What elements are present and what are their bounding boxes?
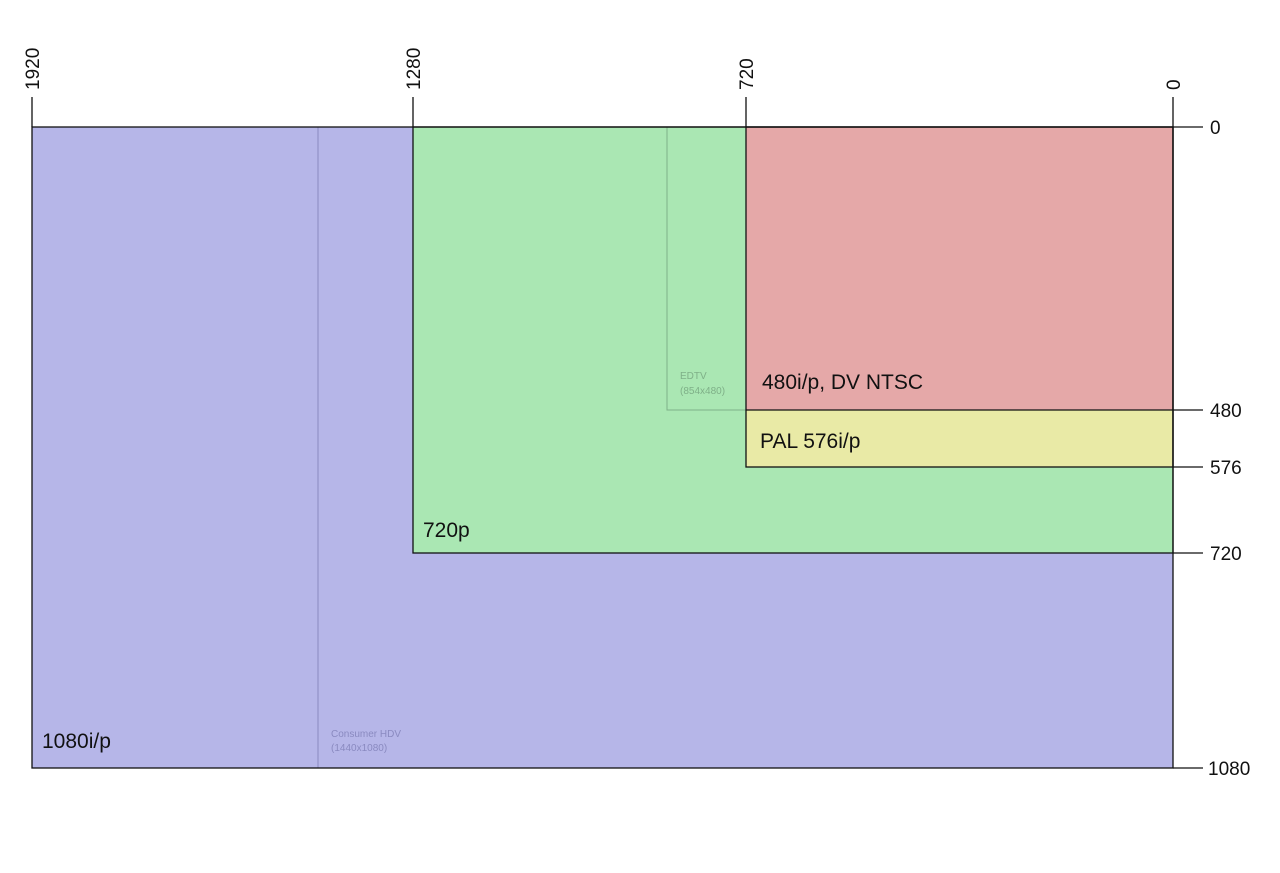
top-label-1280: 1280 — [404, 48, 425, 90]
outlines — [31, 126, 1174, 769]
region-576 — [746, 410, 1173, 467]
top-ticks — [31, 97, 1174, 127]
region-480 — [746, 127, 1173, 410]
right-label-720: 720 — [1210, 544, 1242, 565]
right-label-0: 0 — [1210, 118, 1221, 139]
label-480: 480i/p, DV NTSC — [762, 371, 923, 394]
edtv-outline — [666, 127, 746, 411]
label-hdv-line2: (1440x1080) — [331, 743, 387, 754]
top-label-1920: 1920 — [23, 48, 44, 90]
label-1080: 1080i/p — [42, 730, 111, 753]
right-label-1080: 1080 — [1208, 759, 1250, 780]
top-label-0: 0 — [1164, 79, 1185, 90]
label-576: PAL 576i/p — [760, 430, 860, 453]
top-label-720: 720 — [737, 58, 758, 90]
right-label-480: 480 — [1210, 401, 1242, 422]
label-720: 720p — [423, 519, 470, 542]
outline-576 — [745, 126, 1174, 468]
label-edtv-line2: (854x480) — [680, 386, 725, 397]
right-ticks — [1173, 126, 1203, 769]
right-label-576: 576 — [1210, 458, 1242, 479]
label-edtv-line1: EDTV — [680, 371, 707, 382]
label-hdv-line1: Consumer HDV — [331, 729, 401, 740]
